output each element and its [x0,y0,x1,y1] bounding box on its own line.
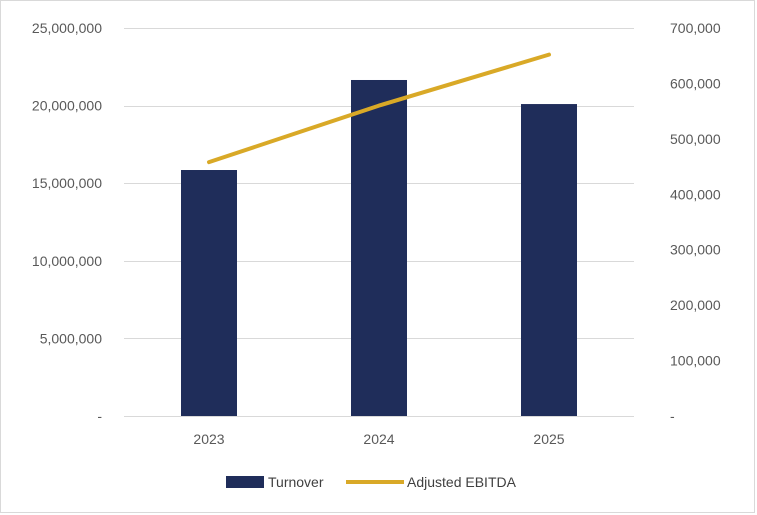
legend-swatch-turnover [226,476,264,488]
right-axis-tick-label: 100,000 [670,353,721,369]
right-axis-tick-label: 300,000 [670,242,721,258]
right-axis-tick-label: 700,000 [670,20,721,36]
left-axis-tick-labels: - 5,000,000 10,000,000 15,000,000 20,000,000… [32,20,102,424]
legend-label-turnover: Turnover [268,474,324,490]
right-axis-tick-label: - [670,408,675,424]
x-axis-tick-label: 2024 [363,431,394,447]
turnover-bar [521,104,577,416]
right-axis-tick-label: 400,000 [670,186,721,202]
x-axis-tick-label: 2025 [533,431,564,447]
right-axis-tick-labels: - 100,000 200,000 300,000 400,000 500,000 600,… [670,20,721,424]
right-axis-tick-label: 200,000 [670,297,721,313]
x-axis-tick-labels: 2023 2024 2025 [193,431,564,447]
adjusted-ebitda-line [207,52,551,165]
right-axis-tick-label: 500,000 [670,131,721,147]
bar-series-turnover [181,79,577,416]
x-axis-tick-label: 2023 [193,431,224,447]
right-axis-tick-label: 600,000 [670,75,721,91]
left-axis-tick-label: 10,000,000 [32,253,102,269]
left-axis-tick-label: 20,000,000 [32,98,102,114]
turnover-bar [351,79,407,416]
left-axis-tick-label: 25,000,000 [32,20,102,36]
left-axis-tick-label: - [97,408,102,424]
turnover-bar [181,170,237,416]
legend: Turnover Adjusted EBITDA [226,474,517,490]
legend-label-adjusted-ebitda: Adjusted EBITDA [407,474,517,490]
left-axis-tick-label: 15,000,000 [32,175,102,191]
left-axis-tick-label: 5,000,000 [40,330,102,346]
line-series-adjusted-ebitda [207,52,551,165]
